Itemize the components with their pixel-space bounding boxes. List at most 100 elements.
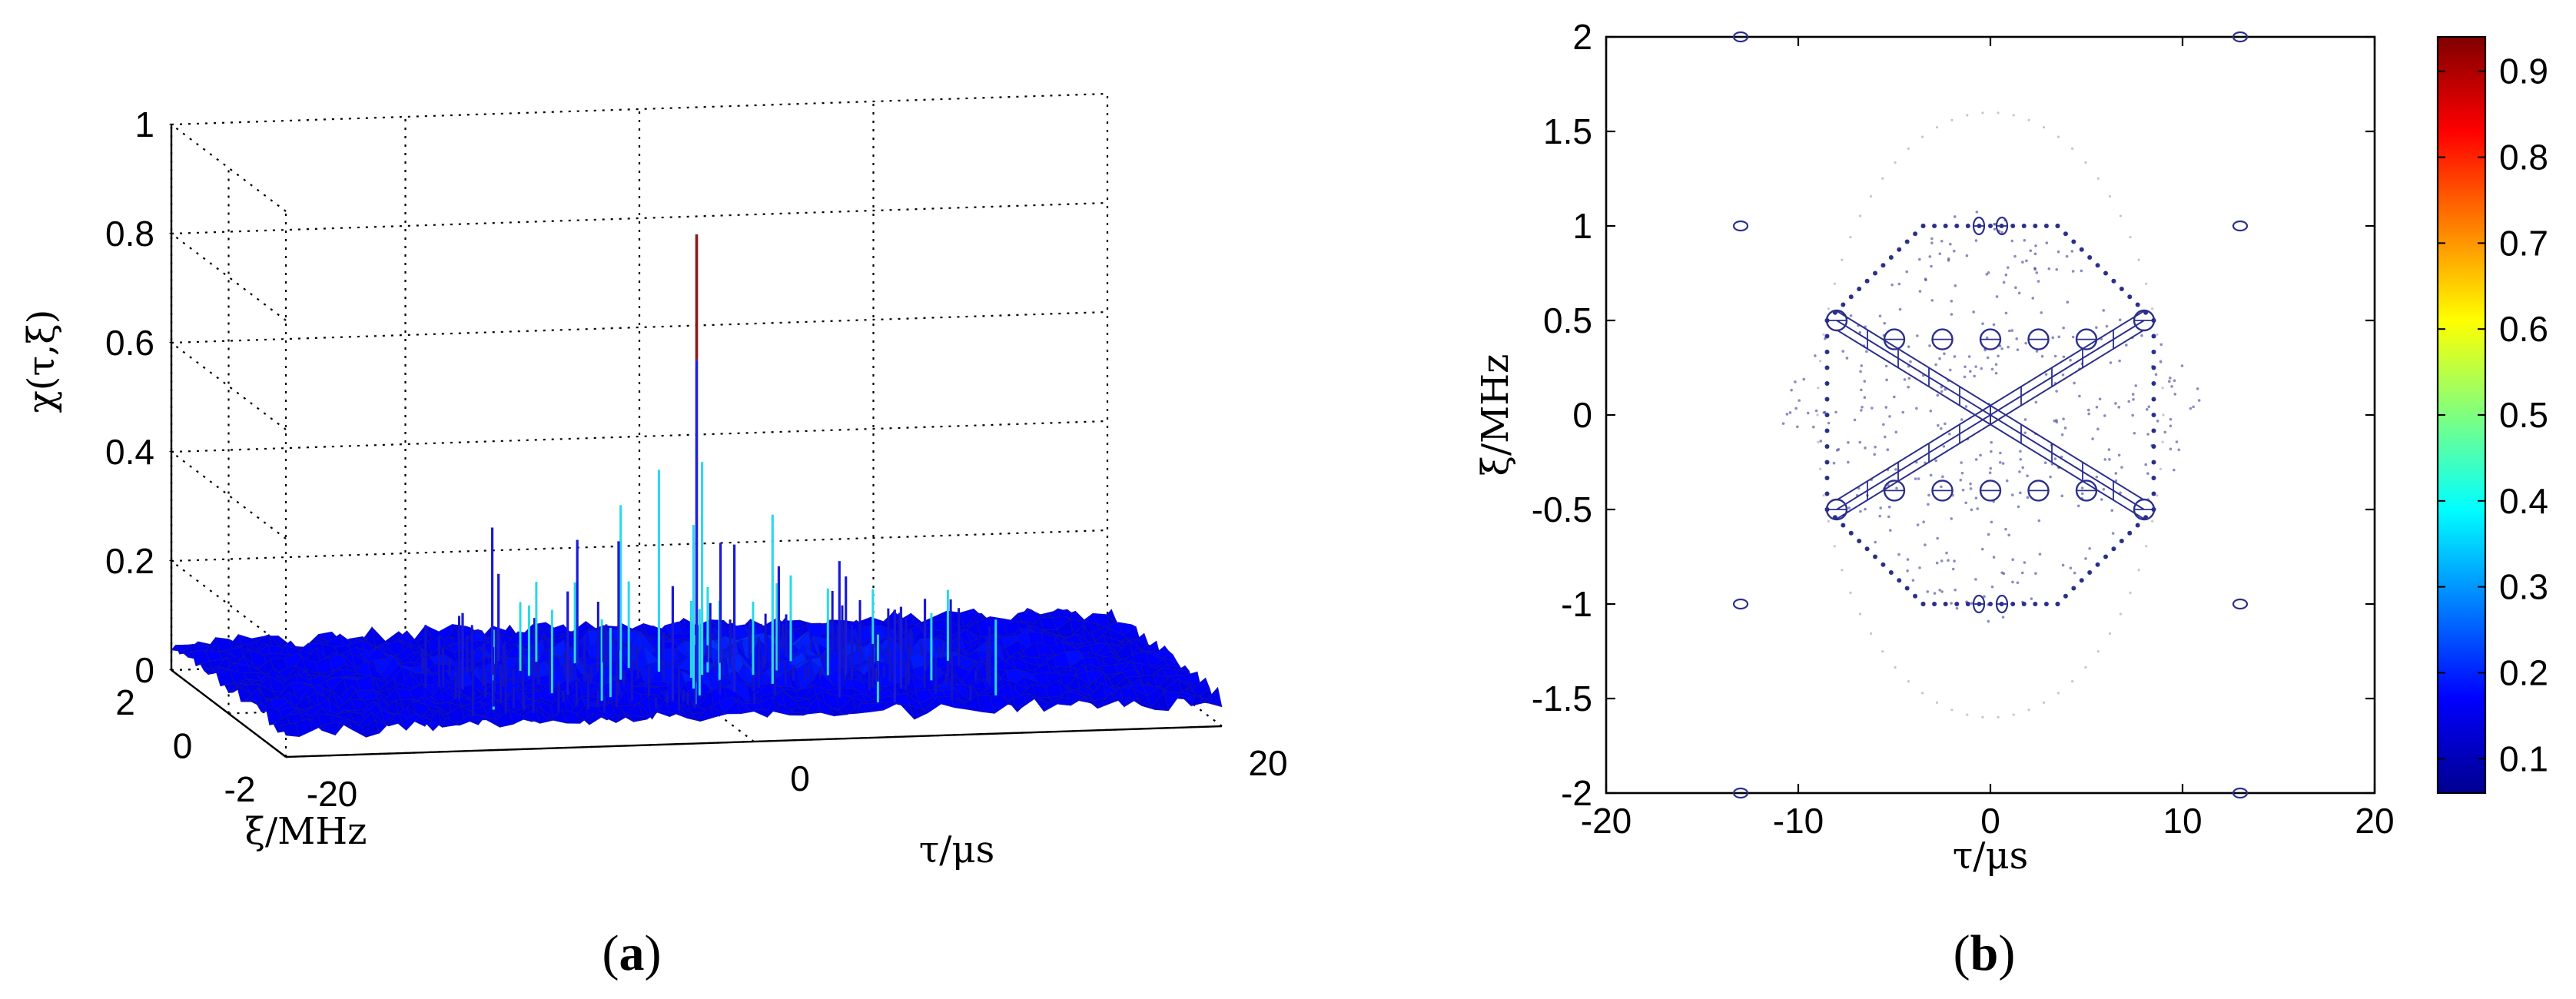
panel-b-contour-dot [2014, 286, 2017, 290]
panel-b-contour-dot [1907, 147, 1910, 150]
panel-b-contour-dot [1938, 252, 1942, 255]
panel-b-contour-dot [1954, 602, 1960, 606]
panel-b-contour-dot [2131, 393, 2135, 396]
panel-a-tautick-label: 20 [1248, 743, 1287, 783]
panel-b-contour-dot [2151, 365, 2156, 370]
panel-b-contour-dot [2175, 440, 2179, 443]
panel-b-contour-dot [2095, 326, 2098, 330]
panel-b-contour-dot [2007, 533, 2010, 537]
panel-b-contour-dot [1816, 413, 1819, 417]
panel-b-contour-dot [2035, 271, 2039, 274]
panel-b-contour-dot [1964, 365, 1967, 369]
panel-b-contour-dot [1812, 425, 1815, 429]
panel-b-contour-dot [1954, 588, 1957, 592]
panel-b-contour-dot [2021, 466, 2025, 470]
panel-b-contour-dot [2159, 343, 2163, 347]
panel-b-oval-contour [1732, 220, 1749, 232]
panel-b-contour-dot [1907, 377, 1911, 380]
panel-b-contour-dot [2151, 334, 2156, 339]
panel-b-contour-dot [2108, 194, 2112, 198]
panel-b-contour-dot [2169, 424, 2173, 428]
panel-b-contour-dot [1903, 378, 1907, 381]
panel-b-contour-dot [2163, 430, 2167, 434]
panel-b-contour-dot [1935, 561, 1939, 565]
panel-b-contour-dot [2010, 602, 2016, 606]
panel-b-contour-dot [1981, 322, 1984, 326]
panel-b-contour-dot [1796, 425, 1799, 429]
panel-b-contour-dot [1944, 387, 1947, 391]
panel-b-contour-dot [2021, 224, 2027, 228]
panel-b-contour-dot [1950, 300, 1954, 303]
panel-b-contour-dot [2043, 224, 2049, 228]
panel-b-contour-dot [1990, 367, 1994, 371]
panel-b-contour-dot [1943, 352, 1946, 356]
panel-b-contour-dot [2026, 474, 2029, 477]
panel-b-contour-dot [1848, 294, 1854, 300]
panel-b-contour-dot [2073, 381, 2076, 385]
panel-b-contour-dot [1989, 466, 1993, 470]
panel-a-xi-axis [171, 669, 287, 758]
panel-b-contour-dot [1990, 585, 1994, 589]
panel-b-contour-dot [2016, 581, 2020, 585]
panel-b-contour-dot [2173, 393, 2177, 396]
panel-b-contour-dot [1887, 505, 1891, 509]
panel-b-contour-dot [2151, 460, 2156, 465]
panel-b-contour-dot [1930, 264, 1933, 268]
panel-b-contour-dot [2192, 405, 2195, 409]
panel-b-contour-dot [2119, 612, 2123, 616]
panel-b-contour-dot [2144, 463, 2148, 466]
panel-b-oval-contour [2232, 787, 2249, 799]
panel-b-contour-dot [2055, 390, 2058, 393]
panel-b-contour-dot [1961, 488, 1965, 492]
panel-b-contour-dot [2145, 282, 2148, 285]
panel-b-contour-dot [1802, 377, 1806, 381]
panel-b-contour-dot [2091, 437, 2094, 440]
panel-b-contour-dot [1997, 354, 2000, 358]
panel-b-contour-dot [2096, 427, 2100, 431]
panel-b-contour-dot [2156, 420, 2159, 423]
colorbar-tick-label: 0.6 [2499, 309, 2548, 349]
panel-b-contour-dot [1849, 236, 1852, 239]
panel-b-contour-dot [1824, 397, 1830, 402]
panel-b-contour-dot [1943, 224, 1948, 228]
panel-b-contour-dot [2108, 632, 2112, 636]
panel-b-contour-dot [1817, 387, 1820, 390]
panel-b-contour-dot [2088, 546, 2091, 550]
panel-b-contour-dot [2145, 545, 2148, 548]
panel-b-contour-dot [2135, 523, 2140, 528]
panel-b-contour-dot [1918, 257, 1921, 261]
panel-b-contour-dot [2102, 488, 2106, 491]
panel-b-contour-dot [2019, 457, 2023, 461]
panel-b-contour-dot [1824, 491, 1830, 496]
panel-b-contour-dot [1790, 388, 1793, 392]
panel-b-contour-dot [2151, 397, 2156, 402]
panel-b-contour-dot [1972, 310, 1975, 314]
panel-b-contour-dot [1824, 365, 1830, 370]
panel-b-contour-dot [1848, 530, 1854, 536]
panel-b-contour-dot [2151, 381, 2156, 386]
panel-b-contour-dot [2062, 326, 2065, 330]
panel-b-contour-dot [2040, 354, 2044, 358]
panel-b-contour-dot [2030, 597, 2033, 600]
panel-b-contour-dot [2053, 419, 2056, 423]
panel-b-oval-contour [2232, 220, 2249, 232]
panel-b-contour-dot [2127, 294, 2133, 300]
panel-b-contour-dot [1892, 395, 1896, 399]
panel-b-contour-dot [2004, 273, 2008, 277]
panel-b-contour-dot [2111, 546, 2116, 552]
panel-b-contour-dot [2071, 335, 2075, 339]
panel-b-contour-dot [1864, 278, 1870, 284]
panel-b-contour-dot [1891, 283, 1894, 287]
panel-b-contour-dot [1824, 381, 1830, 386]
panel-b-contour-dot [1928, 344, 1931, 347]
panel-b-contour-dot [1950, 118, 1954, 121]
panel-b-contour-dot [1916, 523, 1920, 526]
panel-b-contour-dot [1918, 290, 1922, 293]
panel-b-contour-dot [1953, 215, 1957, 218]
panel-a-ztick-label: 0.6 [105, 323, 154, 363]
panel-b-contour-dot [1992, 556, 1996, 559]
panel-b-contour-dot [1974, 458, 1978, 461]
panel-b-contour-dot [1841, 302, 1846, 307]
panel-b-contour-dot [2111, 278, 2116, 284]
